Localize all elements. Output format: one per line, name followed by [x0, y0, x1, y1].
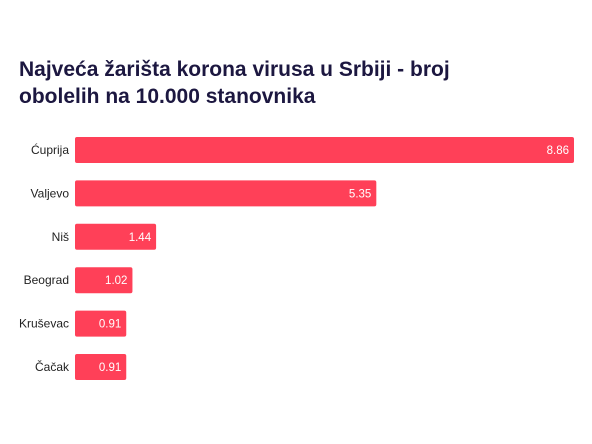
category-label: Beograd [24, 273, 69, 287]
value-label: 1.02 [105, 275, 127, 287]
category-label: Čačak [35, 359, 70, 374]
value-label: 0.91 [99, 362, 121, 374]
value-label: 8.86 [547, 145, 569, 157]
category-label: Valjevo [31, 186, 70, 200]
bar [75, 223, 157, 250]
bar [75, 267, 133, 294]
category-label: Kruševac [19, 317, 69, 331]
value-label: 1.44 [129, 232, 152, 244]
value-label: 5.35 [349, 188, 371, 200]
category-label: Niš [52, 230, 69, 244]
bar [75, 310, 127, 337]
bar [75, 137, 574, 163]
chart-title: Najveća žarišta korona virusa u Srbiji -… [19, 58, 450, 108]
category-label: Ćuprija [31, 142, 69, 157]
bar [75, 180, 377, 207]
value-label: 0.91 [99, 319, 121, 331]
bar [75, 354, 127, 380]
